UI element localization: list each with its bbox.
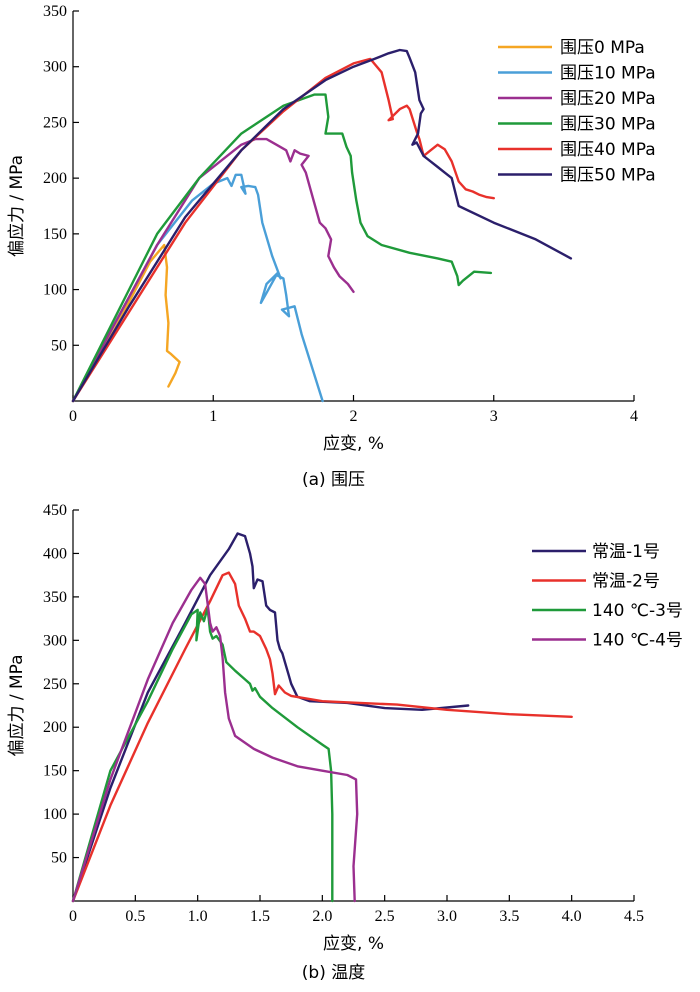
chart-b-x-tick-label: 1.0 bbox=[188, 908, 208, 925]
chart-a-caption: (a) 围压 bbox=[302, 470, 365, 490]
chart-b-y-axis-label: 偏应力 / MPa bbox=[7, 654, 27, 756]
chart-b-y-tick-label: 450 bbox=[43, 502, 67, 519]
chart-b-x-tick-label: 1.5 bbox=[250, 908, 270, 925]
chart-b-x-tick-label: 2.5 bbox=[375, 908, 395, 925]
chart-a-y-tick-label: 150 bbox=[43, 226, 67, 243]
chart-b-x-tick-label: 4.0 bbox=[562, 908, 582, 925]
chart-b-series-line-3 bbox=[71, 607, 334, 903]
chart-a-x-tick-label: 1 bbox=[209, 408, 217, 425]
chart-a-y-axis-label: 偏应力 / MPa bbox=[7, 155, 27, 257]
chart-a-legend: 围压0 MPa 围压10 MPa 围压20 MPa 围压30 MPa 围压40 MPa 围… bbox=[498, 38, 656, 186]
chart-a: 0 1 2 3 4 50 100 150 200 250 300 350 围压0 MPa 围压10 MPa… bbox=[7, 3, 656, 490]
chart-a-legend-label: 围压30 MPa bbox=[560, 115, 656, 135]
chart-a-legend-label: 围压10 MPa bbox=[560, 64, 656, 84]
chart-b-legend-label: 140 ℃-4号 bbox=[592, 631, 683, 651]
chart-b-legend-label: 常温-2号 bbox=[592, 572, 660, 592]
chart-b-legend-label: 140 ℃-3号 bbox=[592, 601, 683, 621]
chart-a-y-tick-label: 200 bbox=[43, 170, 67, 187]
chart-b-caption: (b) 温度 bbox=[302, 963, 365, 983]
chart-a-series-line-3 bbox=[71, 137, 355, 403]
chart-b-x-tick-label: 2.0 bbox=[312, 908, 332, 925]
chart-a-legend-label: 围压0 MPa bbox=[560, 38, 645, 58]
chart-b-x-tick-label: 3.5 bbox=[499, 908, 519, 925]
chart-b-legend-label: 常温-1号 bbox=[592, 542, 660, 562]
chart-b-x-tick-label: 0.5 bbox=[125, 908, 145, 925]
chart-b-y-tick-label: 250 bbox=[43, 676, 67, 693]
chart-a-legend-label: 围压50 MPa bbox=[560, 166, 656, 186]
chart-a-series-line-4 bbox=[71, 93, 493, 403]
chart-a-y-tick-label: 250 bbox=[43, 114, 67, 131]
chart-a-x-tick-label: 3 bbox=[490, 408, 498, 425]
chart-a-y-tick-label: 50 bbox=[51, 337, 67, 354]
chart-b-x-axis-label: 应变, % bbox=[323, 934, 384, 954]
chart-b-y-tick-label: 400 bbox=[43, 545, 67, 562]
chart-b-series-line-1 bbox=[71, 532, 470, 903]
chart-b-x-tick-label: 0 bbox=[69, 908, 77, 925]
chart-a-legend-label: 围压40 MPa bbox=[560, 140, 656, 160]
chart-a-y-tick-label: 100 bbox=[43, 282, 67, 299]
chart-a-x-axis-label: 应变, % bbox=[323, 434, 384, 454]
chart-b-series-line-2 bbox=[71, 571, 573, 903]
chart-b-y-tick-label: 100 bbox=[43, 806, 67, 823]
chart-b-y-tick-label: 50 bbox=[51, 850, 67, 867]
chart-a-y-tick-label: 350 bbox=[43, 3, 67, 20]
chart-b-y-tick-label: 150 bbox=[43, 763, 67, 780]
chart-a-y-tick-label: 300 bbox=[43, 59, 67, 76]
chart-a-series-line-2 bbox=[71, 173, 324, 403]
chart-b-series-line-4 bbox=[71, 576, 359, 903]
chart-b: 0 0.5 1.0 1.5 2.0 2.5 3.0 3.5 4.0 4.5 50 100 150 200 2… bbox=[7, 502, 683, 983]
chart-a-series-line-1 bbox=[71, 243, 181, 403]
chart-a-x-tick-label: 2 bbox=[350, 408, 358, 425]
chart-b-y-tick-label: 300 bbox=[43, 632, 67, 649]
chart-a-legend-label: 围压20 MPa bbox=[560, 89, 656, 109]
chart-a-x-tick-label: 4 bbox=[630, 408, 638, 425]
chart-b-y-tick-label: 200 bbox=[43, 719, 67, 736]
chart-b-x-tick-label: 4.5 bbox=[624, 908, 644, 925]
chart-b-y-tick-label: 350 bbox=[43, 589, 67, 606]
chart-b-x-tick-label: 3.0 bbox=[437, 908, 457, 925]
chart-a-series-line-6 bbox=[71, 48, 573, 403]
chart-a-x-tick-label: 0 bbox=[69, 408, 77, 425]
